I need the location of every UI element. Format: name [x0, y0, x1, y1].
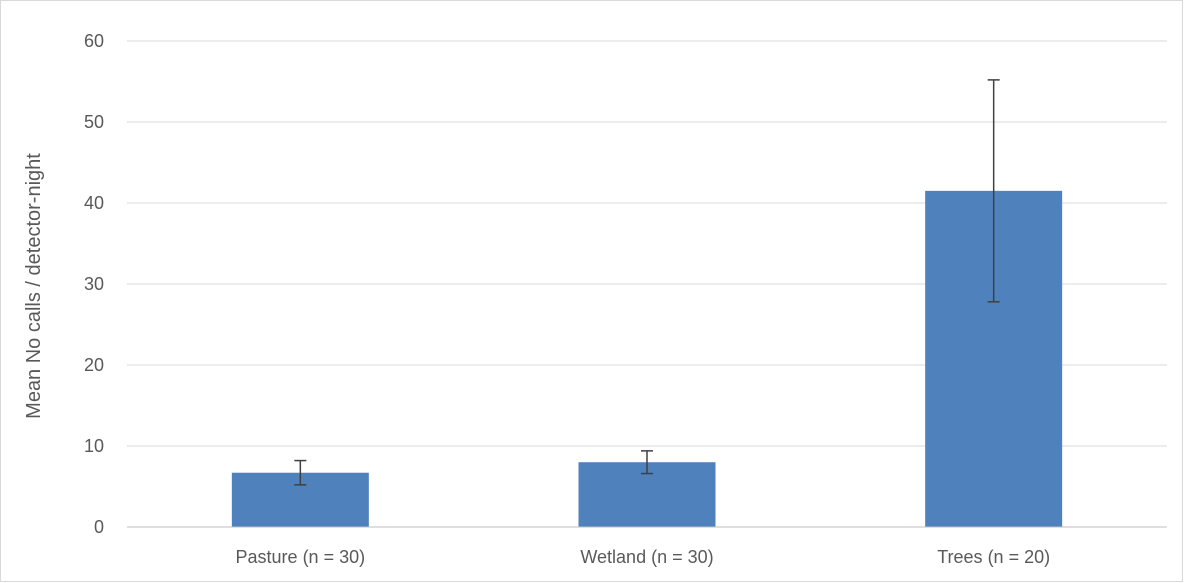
y-tick-label: 20 [84, 355, 104, 375]
y-axis-title: Mean No calls / detector-night [23, 153, 45, 419]
bars [231, 190, 1063, 527]
y-tick-label: 40 [84, 193, 104, 213]
y-tick-label: 50 [84, 112, 104, 132]
x-tick-label: Trees (n = 20) [937, 547, 1050, 567]
y-tick-label: 10 [84, 436, 104, 456]
axes: 0 10 20 30 40 50 60 Pasture (n = 30) Wetland (n … [84, 31, 1167, 567]
y-tick-label: 60 [84, 31, 104, 51]
y-tick-label: 30 [84, 274, 104, 294]
y-tick-label: 0 [94, 517, 104, 537]
x-tick-label: Pasture (n = 30) [236, 547, 366, 567]
x-tick-label: Wetland (n = 30) [580, 547, 713, 567]
error-bars [294, 79, 1000, 486]
